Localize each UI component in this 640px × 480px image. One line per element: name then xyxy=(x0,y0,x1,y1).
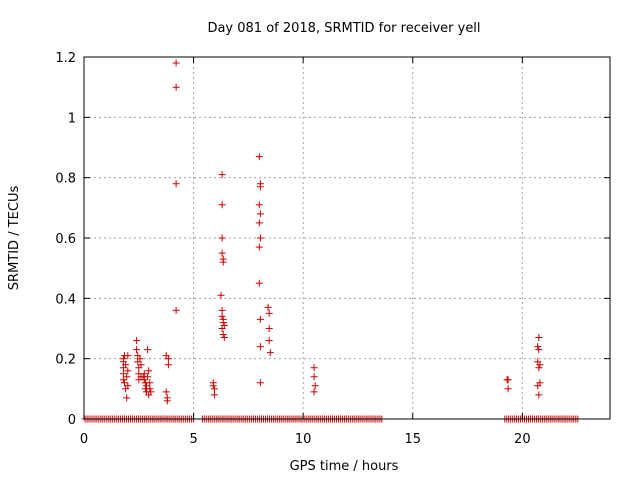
x-tick-label: 10 xyxy=(295,432,312,447)
x-tick-label: 15 xyxy=(404,432,421,447)
y-tick-label: 0.6 xyxy=(55,232,76,247)
y-tick-label: 0.8 xyxy=(55,172,76,187)
data-point xyxy=(536,361,544,369)
data-point xyxy=(219,319,227,326)
data-point xyxy=(255,243,263,251)
data-point xyxy=(164,361,172,369)
data-point xyxy=(133,337,141,345)
data-point xyxy=(217,291,225,299)
data-point xyxy=(255,279,263,287)
data-point xyxy=(218,234,226,242)
data-point xyxy=(140,376,148,384)
plot-frame xyxy=(83,56,611,420)
x-tick-label: 5 xyxy=(189,432,197,447)
data-point xyxy=(218,325,226,332)
data-point xyxy=(264,303,272,311)
data-point xyxy=(119,370,127,378)
y-tick-label: 1 xyxy=(68,111,76,126)
data-points xyxy=(81,59,582,423)
y-tick-label: 0.4 xyxy=(55,292,76,307)
data-point xyxy=(255,201,263,209)
data-point xyxy=(218,171,226,179)
data-point xyxy=(256,183,264,191)
data-point xyxy=(147,388,155,396)
data-point xyxy=(218,312,226,320)
data-point xyxy=(534,382,542,390)
data-point xyxy=(143,382,150,390)
data-point xyxy=(255,153,263,161)
data-point xyxy=(255,219,263,227)
y-tick-label: 0 xyxy=(68,413,76,428)
data-point xyxy=(124,382,132,390)
data-point xyxy=(218,306,226,314)
data-point xyxy=(137,361,145,369)
data-point xyxy=(219,331,227,338)
data-point xyxy=(218,249,226,257)
data-point xyxy=(209,382,217,390)
data-point xyxy=(172,180,180,188)
y-axis-label: SRMTID / TECUs xyxy=(7,186,22,291)
y-tick-label: 1.2 xyxy=(55,51,76,66)
data-point xyxy=(219,258,227,266)
x-axis-label: GPS time / hours xyxy=(290,459,399,474)
data-point xyxy=(123,394,131,402)
data-point xyxy=(256,315,264,323)
chart-title: Day 081 of 2018, SRMTID for receiver yel… xyxy=(207,21,480,36)
data-point xyxy=(139,373,147,381)
data-point xyxy=(146,379,154,387)
data-point xyxy=(256,210,264,218)
data-point xyxy=(145,367,153,375)
data-point xyxy=(210,391,218,399)
data-point xyxy=(265,309,273,317)
data-point xyxy=(310,364,318,372)
data-point xyxy=(124,367,132,375)
data-point xyxy=(121,379,128,387)
data-point xyxy=(172,306,180,314)
x-tick-label: 20 xyxy=(514,432,531,447)
data-point xyxy=(162,388,170,396)
data-point xyxy=(266,349,274,357)
data-point xyxy=(119,376,127,384)
data-point xyxy=(164,355,172,363)
data-point xyxy=(535,346,543,354)
data-point xyxy=(140,370,148,378)
data-point xyxy=(172,83,180,91)
data-point xyxy=(124,352,132,360)
data-point xyxy=(535,364,543,372)
data-point xyxy=(504,385,512,393)
data-point xyxy=(163,397,171,405)
data-point xyxy=(310,388,318,396)
grid-lines xyxy=(84,57,610,419)
data-point xyxy=(535,334,543,341)
axis-ticks: 0 0.2 0.4 0.6 0.8 1 1.2 0 5 10 15 20 xyxy=(55,51,610,447)
data-point xyxy=(210,385,218,393)
data-point xyxy=(504,376,512,384)
data-point xyxy=(146,385,154,393)
data-point xyxy=(256,234,264,242)
data-point xyxy=(534,343,542,351)
data-point xyxy=(133,346,141,354)
data-point xyxy=(220,334,228,341)
data-point xyxy=(256,343,264,351)
data-point xyxy=(136,355,144,363)
data-point xyxy=(311,382,319,390)
data-point xyxy=(535,391,543,399)
data-point xyxy=(265,337,273,345)
data-point xyxy=(123,373,131,381)
data-point xyxy=(144,346,152,354)
x-tick-label: 0 xyxy=(80,432,88,447)
data-point xyxy=(218,201,226,209)
data-point xyxy=(256,379,264,387)
data-point xyxy=(122,361,130,369)
data-point xyxy=(265,325,273,332)
data-point xyxy=(172,59,180,67)
data-point xyxy=(310,373,318,381)
y-tick-label: 0.2 xyxy=(55,353,76,368)
